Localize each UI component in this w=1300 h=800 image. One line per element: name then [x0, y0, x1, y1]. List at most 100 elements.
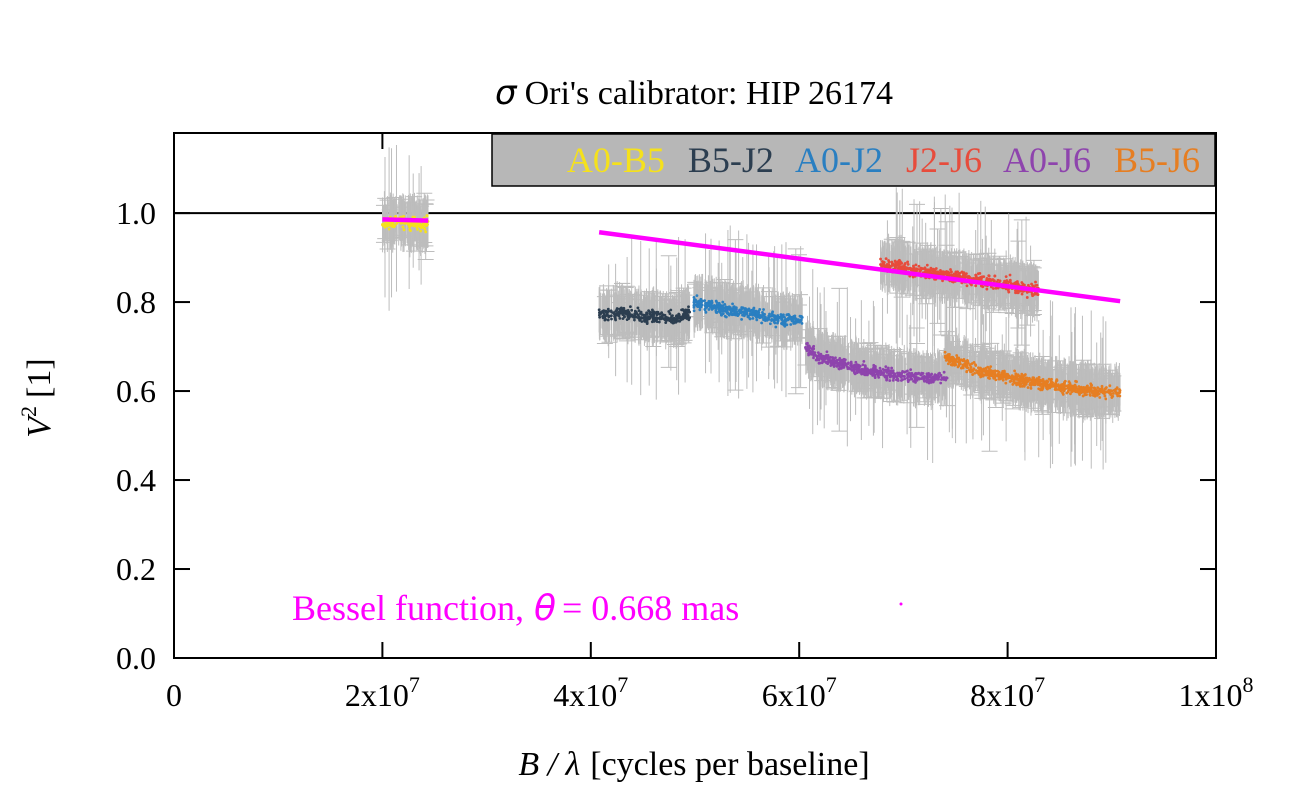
data-point	[409, 223, 413, 227]
data-point	[692, 296, 696, 299]
data-point	[664, 321, 668, 325]
data-point	[860, 372, 863, 376]
data-point	[673, 320, 677, 324]
data-point	[1027, 283, 1030, 287]
data-point	[922, 267, 926, 271]
x-tick-label: 6x107	[762, 672, 837, 713]
data-point	[670, 319, 674, 322]
data-point	[687, 305, 690, 309]
data-point	[613, 317, 617, 321]
data-point	[991, 278, 995, 281]
data-point	[826, 353, 830, 357]
data-point	[424, 230, 428, 234]
data-point	[714, 299, 718, 303]
data-point	[770, 311, 774, 315]
data-point	[755, 318, 759, 322]
data-point	[894, 261, 898, 265]
data-point	[961, 275, 965, 279]
data-point	[416, 227, 419, 231]
data-point	[645, 311, 649, 315]
data-point	[927, 372, 930, 375]
data-point	[1015, 291, 1019, 295]
data-point	[911, 269, 915, 273]
data-point	[931, 267, 935, 271]
data-point	[762, 308, 765, 311]
data-point	[604, 318, 607, 321]
data-point	[891, 378, 895, 382]
data-point	[598, 315, 602, 319]
data-point	[703, 299, 707, 303]
data-point	[735, 310, 739, 314]
data-point	[898, 266, 902, 270]
data-point	[1014, 289, 1017, 293]
data-point	[602, 312, 606, 316]
data-point	[707, 308, 711, 311]
data-point	[903, 377, 907, 381]
data-point	[992, 287, 995, 290]
data-point	[878, 366, 882, 370]
data-point	[1020, 292, 1024, 296]
data-point	[752, 309, 756, 313]
data-point	[1019, 289, 1023, 293]
data-point	[620, 311, 624, 315]
data-point	[618, 307, 621, 311]
data-point	[965, 284, 969, 288]
data-point	[1013, 282, 1016, 285]
data-point	[974, 284, 978, 288]
data-point	[660, 311, 664, 315]
data-point	[899, 379, 903, 382]
data-point	[639, 316, 643, 319]
data-point	[695, 294, 699, 298]
data-point	[598, 311, 601, 315]
data-point	[615, 309, 619, 313]
data-point	[623, 315, 626, 318]
data-point	[643, 319, 647, 323]
data-point	[626, 315, 630, 318]
data-point	[748, 312, 752, 316]
data-point	[914, 263, 918, 267]
data-point	[917, 264, 921, 268]
data-point	[949, 268, 952, 271]
data-point	[882, 261, 885, 264]
data-point	[906, 376, 909, 380]
data-point	[907, 267, 911, 271]
data-point	[686, 315, 690, 319]
data-point	[725, 311, 729, 315]
data-point	[861, 363, 865, 367]
data-point	[717, 305, 721, 309]
data-point	[421, 225, 425, 229]
data-point	[737, 309, 741, 313]
data-point	[807, 344, 811, 348]
data-point	[1008, 273, 1012, 277]
data-point	[606, 318, 610, 322]
data-point	[887, 263, 891, 267]
data-point	[974, 277, 978, 281]
data-point	[988, 277, 992, 281]
axis-ticks: 0.0 0.2 0.4 0.6 0.8 1.0 0 2x107 4x107 6x107 8x107 1…	[116, 133, 1254, 713]
data-point	[666, 318, 670, 322]
data-point	[675, 318, 679, 321]
y-tick-label: 0.6	[116, 373, 156, 409]
data-point	[705, 306, 708, 309]
data-point	[414, 222, 418, 225]
data-point	[783, 315, 786, 319]
data-point	[843, 358, 846, 362]
data-point	[776, 319, 780, 323]
data-point	[794, 317, 798, 321]
data-point	[723, 314, 727, 318]
data-point	[785, 318, 788, 321]
data-point	[925, 268, 929, 272]
data-point	[828, 356, 832, 359]
data-point	[721, 300, 725, 304]
data-point	[862, 360, 866, 363]
data-point	[876, 372, 880, 375]
data-point	[695, 303, 699, 306]
data-point	[879, 257, 882, 261]
data-point	[789, 317, 792, 321]
data-point	[615, 307, 619, 310]
data-point	[847, 361, 850, 365]
data-point	[696, 305, 700, 309]
data-point	[669, 308, 673, 312]
